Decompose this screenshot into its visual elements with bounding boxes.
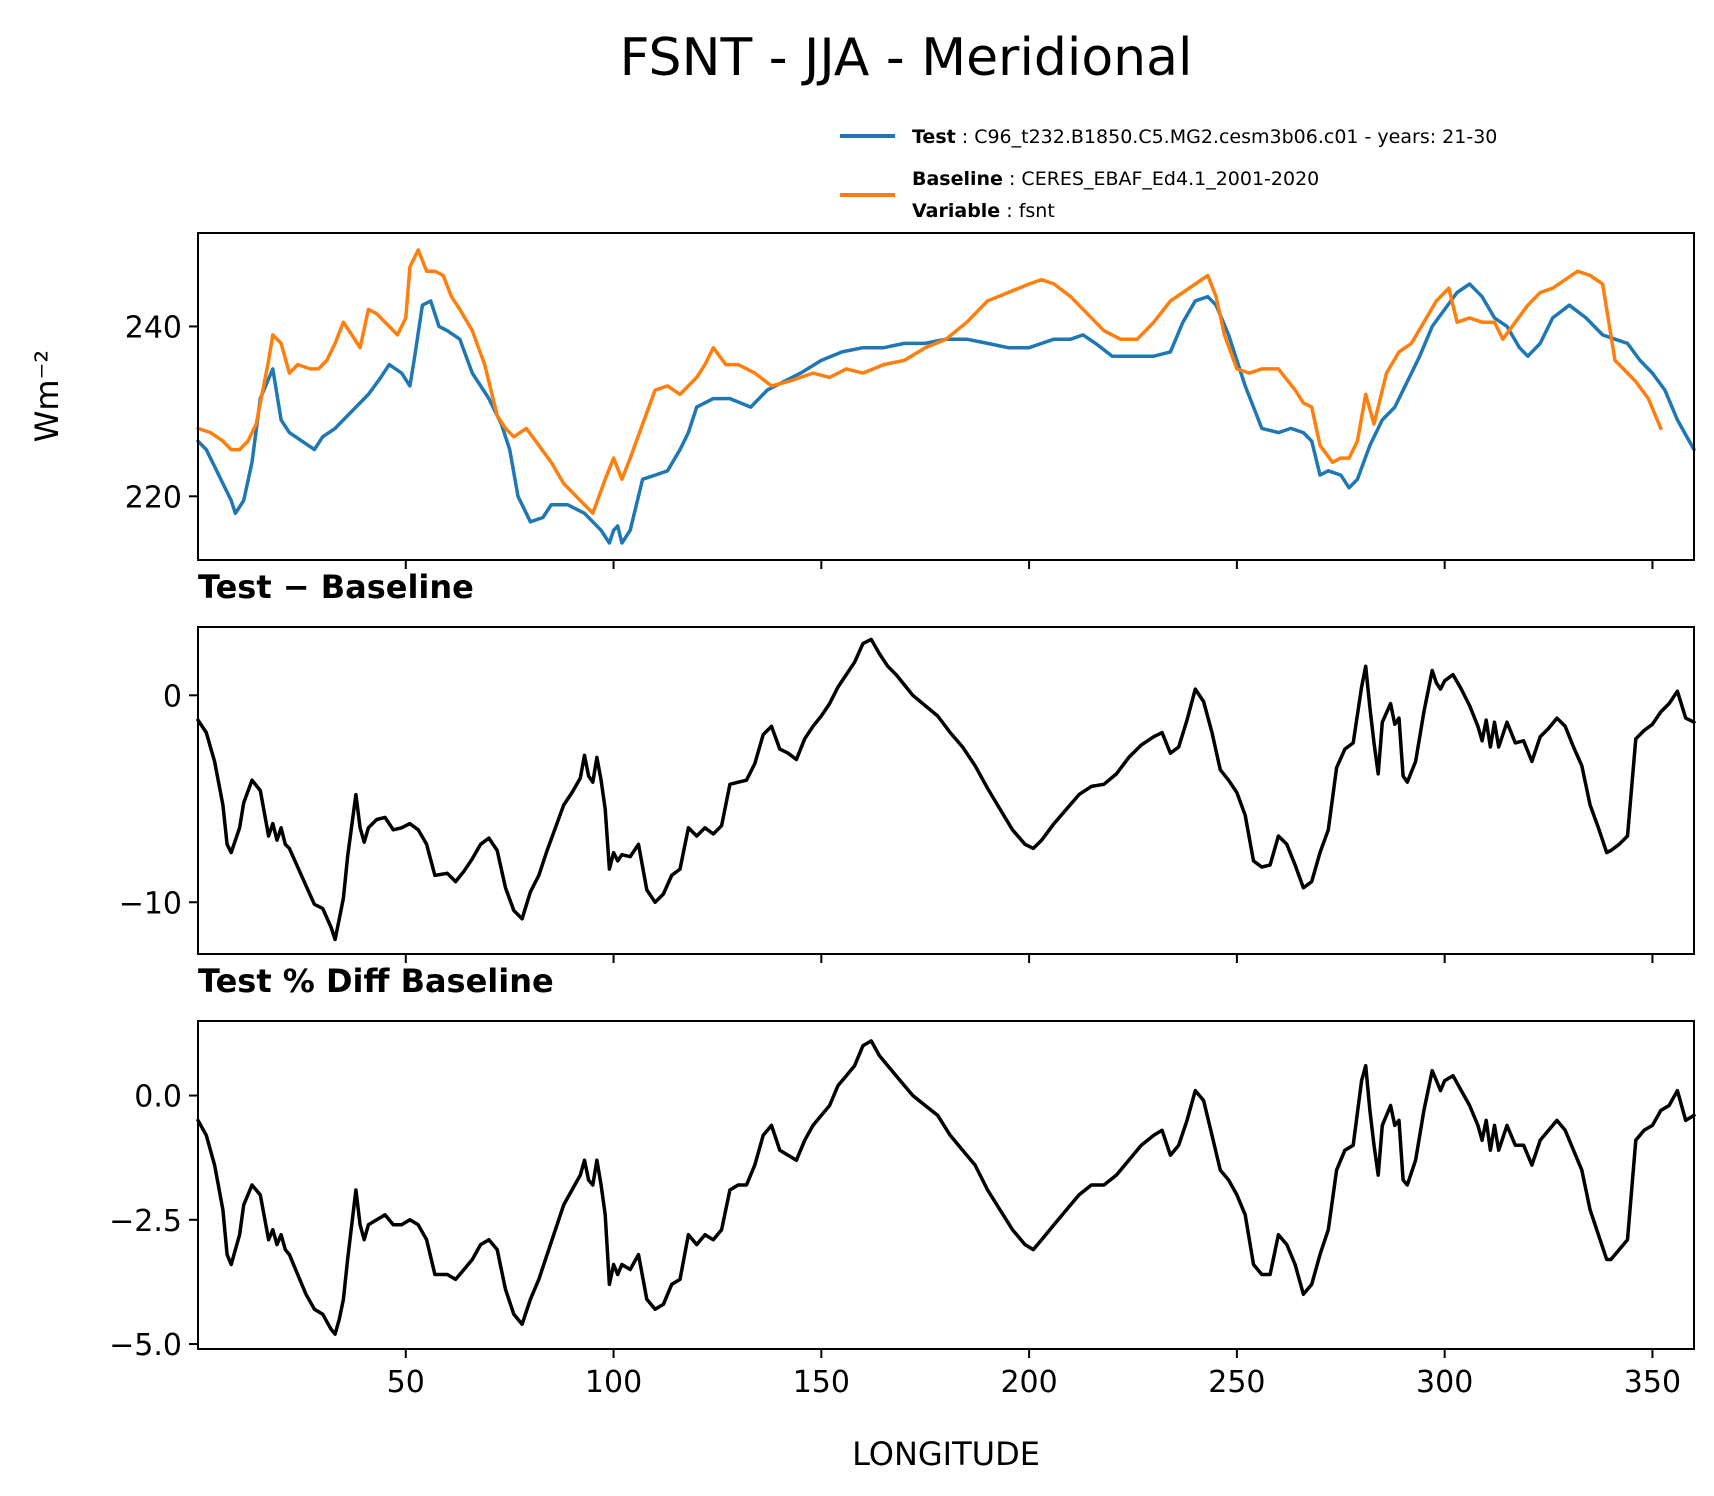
chart-title: FSNT - JJA - Meridional — [620, 28, 1193, 88]
panel-pctdiff-title: Test % Diff Baseline — [198, 962, 554, 1000]
plot-frame — [197, 1020, 1695, 1350]
legend-variable-text: fsnt — [1019, 200, 1055, 222]
x-axis-label: LONGITUDE — [852, 1435, 1040, 1473]
legend-baseline-key: Baseline — [912, 168, 1003, 190]
y-tick-label: −2.5 — [109, 1204, 182, 1239]
x-tick-label: 50 — [387, 1365, 425, 1400]
svg-text:Test : C96_t232.B1850.C5.MG2.c: Test : C96_t232.B1850.C5.MG2.cesm3b06.c0… — [912, 126, 1497, 148]
y-tick-label: 0.0 — [134, 1080, 182, 1115]
panel-fsnt: 220 240 — [125, 232, 1696, 569]
legend-variable-key: Variable — [912, 200, 1000, 222]
series-line-baseline — [196, 248, 1663, 516]
panel-difference: −10 0 — [119, 626, 1696, 963]
svg-text:Baseline : CERES_EBAF_Ed4.1_20: Baseline : CERES_EBAF_Ed4.1_2001-2020 — [912, 168, 1319, 190]
y-tick-label: 220 — [125, 480, 182, 515]
panel-diff-title: Test − Baseline — [198, 568, 474, 606]
plot-frame — [197, 232, 1695, 561]
series-line-test — [196, 282, 1696, 545]
legend-test-text: C96_t232.B1850.C5.MG2.cesm3b06.c01 - yea… — [974, 126, 1497, 148]
series-line-panel-2-0 — [196, 1039, 1696, 1336]
plot-frame — [197, 626, 1695, 955]
y-tick-label: −5.0 — [109, 1328, 182, 1363]
panel-percent-difference: 50 100 150 200 250 300 350 −5.0 −2.5 0.0 — [109, 1020, 1696, 1400]
svg-text:Variable : fsnt: Variable : fsnt — [912, 200, 1055, 222]
y-tick-label: 0 — [163, 679, 182, 714]
legend: Test : C96_t232.B1850.C5.MG2.cesm3b06.c0… — [840, 126, 1497, 222]
series-line-panel-1-0 — [196, 637, 1696, 942]
x-tick-label: 150 — [793, 1365, 850, 1400]
y-tick-label: −10 — [119, 886, 182, 921]
y-tick-label: 240 — [125, 310, 182, 345]
legend-baseline-text: CERES_EBAF_Ed4.1_2001-2020 — [1021, 168, 1319, 190]
x-tick-label: 100 — [585, 1365, 642, 1400]
x-tick-label: 250 — [1208, 1365, 1265, 1400]
ylabel-units: Wm⁻² — [28, 350, 66, 443]
x-tick-label: 350 — [1624, 1365, 1681, 1400]
x-tick-label: 300 — [1416, 1365, 1473, 1400]
legend-test-key: Test — [912, 126, 956, 148]
x-tick-label: 200 — [1000, 1365, 1057, 1400]
